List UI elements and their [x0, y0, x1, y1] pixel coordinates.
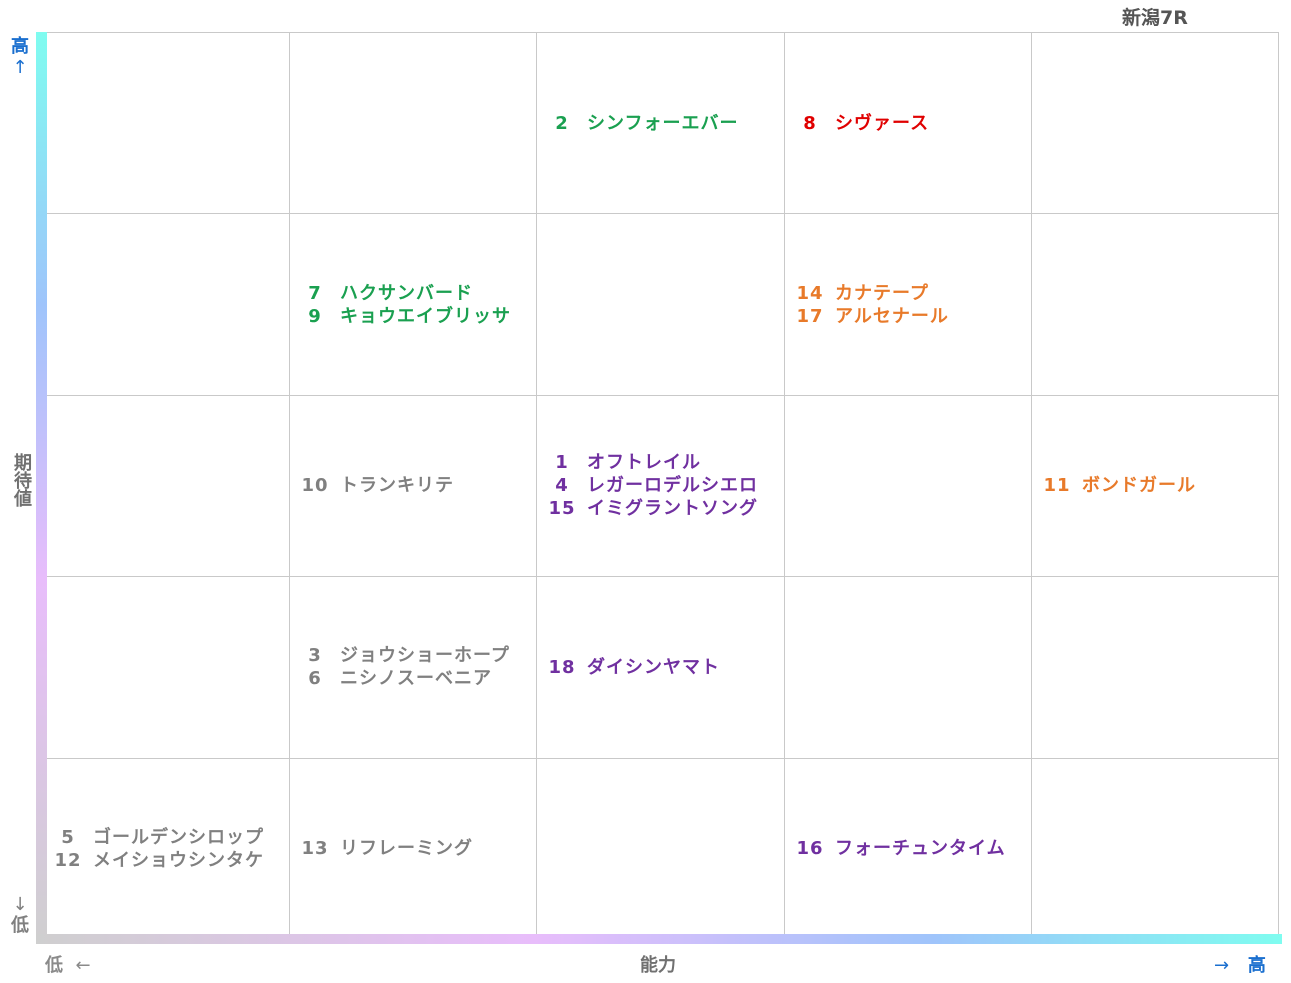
horse-name: ニシノスーベニア [340, 668, 492, 690]
grid-cell [536, 758, 784, 940]
horse-number: 1 [555, 452, 569, 474]
horse-name: フォーチュンタイム [835, 838, 1006, 860]
horse-number: 6 [308, 668, 322, 690]
horse-entry: 10 トランキリテ [296, 474, 454, 497]
race-title: 新潟7R [1122, 7, 1188, 29]
grid-cell [42, 577, 289, 759]
grid-cell: 1 オフトレイル 4 レガーロデルシエロ 15 イミグラントソング [536, 395, 784, 578]
y-axis-title: 期待値 [10, 453, 32, 513]
horse-name: アルセナール [835, 305, 949, 327]
horse-name: ボンドガール [1082, 475, 1196, 497]
horse-entry: 5 ゴールデンシロップ [49, 826, 264, 849]
horse-entry: 13 リフレーミング [296, 837, 473, 860]
horse-name: ゴールデンシロップ [93, 826, 264, 848]
horse-entry: 11 ボンドガール [1038, 474, 1196, 497]
horse-name: ジョウショーホープ [340, 645, 510, 667]
horse-number: 7 [308, 282, 322, 304]
grid-cell [784, 577, 1031, 759]
horse-number: 10 [301, 475, 329, 497]
horse-entry: 6 ニシノスーベニア [296, 667, 492, 690]
grid-cell: 18 ダイシンヤマト [536, 577, 784, 759]
horse-name: レガーロデルシエロ [587, 475, 758, 497]
x-high-text: 高 [1247, 955, 1266, 976]
horse-number: 12 [54, 849, 82, 871]
grid-cell: 3 ジョウショーホープ 6 ニシノスーベニア [289, 577, 536, 759]
grid-cell [1031, 214, 1279, 396]
arrow-down-icon: ↓ [12, 894, 28, 915]
horse-entry: 12 メイショウシンタケ [49, 849, 264, 872]
horse-entry: 16 フォーチュンタイム [791, 837, 1006, 860]
arrow-left-icon: ← [75, 955, 91, 976]
grid-cell: 7 ハクサンバード 9 キョウエイブリッサ [289, 214, 536, 396]
horse-number: 18 [548, 656, 576, 678]
horse-number: 3 [308, 645, 322, 667]
matrix-grid: 2 シンフォーエバー 8 シヴァース 7 ハクサンバード 9 キョウエイブリッサ 14 カナテープ… [42, 32, 1279, 940]
horse-entry: 14 カナテープ [791, 282, 929, 305]
horse-entry: 17 アルセナール [791, 305, 949, 328]
horse-name: リフレーミング [340, 838, 473, 860]
y-axis-bar [36, 32, 47, 944]
horse-number: 15 [548, 498, 576, 520]
grid-cell [42, 214, 289, 396]
horse-number: 9 [308, 305, 322, 327]
grid-cell [1031, 577, 1279, 759]
horse-number: 13 [301, 838, 329, 860]
y-high-text: 高 [11, 36, 29, 57]
y-axis-high-label: 高 ↑ [10, 36, 30, 78]
horse-number: 11 [1043, 475, 1071, 497]
arrow-right-icon: → [1214, 955, 1230, 976]
horse-name: イミグラントソング [587, 498, 758, 520]
grid-cell: 14 カナテープ 17 アルセナール [784, 214, 1031, 396]
grid-cell [42, 33, 289, 215]
x-axis-high-label: → 高 [1214, 951, 1266, 977]
grid-cell: 10 トランキリテ [289, 395, 536, 578]
grid-cell: 2 シンフォーエバー [536, 33, 784, 215]
horse-number: 14 [796, 282, 824, 304]
grid-cell: 8 シヴァース [784, 33, 1031, 215]
horse-entry: 15 イミグラントソング [543, 497, 758, 520]
horse-number: 16 [796, 838, 824, 860]
horse-name: シヴァース [835, 112, 930, 134]
grid-cell [1031, 758, 1279, 940]
grid-cell [42, 395, 289, 578]
x-axis-bar [36, 934, 1282, 944]
grid-cell: 13 リフレーミング [289, 758, 536, 940]
grid-cell [784, 395, 1031, 578]
horse-number: 17 [796, 305, 824, 327]
horse-entry: 3 ジョウショーホープ [296, 644, 510, 667]
horse-name: メイショウシンタケ [93, 849, 264, 871]
x-axis-title: 能力 [640, 955, 676, 976]
horse-name: シンフォーエバー [587, 112, 739, 134]
horse-name: トランキリテ [340, 475, 454, 497]
y-axis-title-text: 期待値 [11, 453, 32, 507]
horse-entry: 2 シンフォーエバー [543, 112, 738, 135]
horse-number: 5 [61, 826, 75, 848]
x-low-text: 低 [45, 955, 63, 976]
horse-name: カナテープ [835, 282, 929, 304]
grid-cell: 16 フォーチュンタイム [784, 758, 1031, 940]
grid-cell: 11 ボンドガール [1031, 395, 1279, 578]
y-low-text: 低 [11, 915, 29, 936]
horse-name: ダイシンヤマト [587, 656, 720, 678]
horse-entry: 8 シヴァース [791, 112, 929, 135]
horse-number: 4 [555, 475, 569, 497]
grid-cell [536, 214, 784, 396]
horse-entry: 18 ダイシンヤマト [543, 656, 720, 679]
horse-name: キョウエイブリッサ [340, 305, 511, 327]
horse-name: ハクサンバード [340, 282, 473, 304]
horse-entry: 4 レガーロデルシエロ [543, 474, 758, 497]
y-axis-low-label: ↓ 低 [10, 894, 30, 936]
horse-entry: 9 キョウエイブリッサ [296, 305, 511, 328]
horse-number: 2 [555, 112, 569, 134]
grid-cell: 5 ゴールデンシロップ 12 メイショウシンタケ [42, 758, 289, 940]
grid-cell [1031, 33, 1279, 215]
arrow-up-icon: ↑ [12, 57, 28, 78]
horse-name: オフトレイル [587, 452, 701, 474]
horse-entry: 1 オフトレイル [543, 451, 701, 474]
horse-number: 8 [803, 112, 817, 134]
grid-cell [289, 33, 536, 215]
x-axis-low-label: 低 ← [45, 951, 91, 977]
horse-entry: 7 ハクサンバード [296, 282, 473, 305]
